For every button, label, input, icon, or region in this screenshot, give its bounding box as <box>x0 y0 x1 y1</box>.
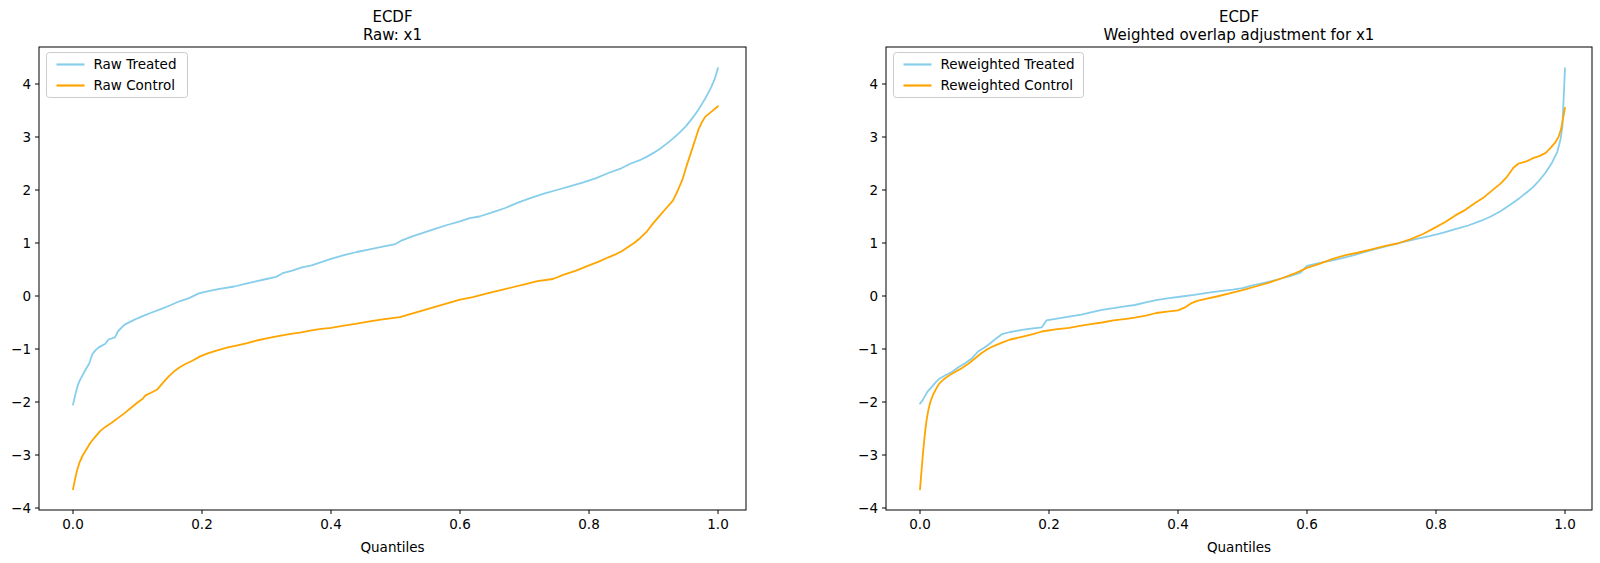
x-tick-label: 0.4 <box>1167 516 1188 532</box>
y-tick-label: −2 <box>11 394 31 410</box>
ecdf-weighted-plot: 0.0 0.2 0.4 0.6 0.8 1.0 −4 −3 −2 −1 0 1 2 3 4 Reweighte… <box>858 8 1592 555</box>
plot-subtitle: Weighted overlap adjustment for x1 <box>1104 26 1375 44</box>
plot-subtitle: Raw: x1 <box>363 26 422 44</box>
y-tick-label: 4 <box>22 76 31 92</box>
x-tick-label: 0.2 <box>1038 516 1059 532</box>
x-tick-label: 0.4 <box>320 516 341 532</box>
ecdf-figure: 0.0 0.2 0.4 0.6 0.8 1.0 −4 −3 −2 −1 0 1 2 3 4 Raw Treat… <box>0 0 1600 563</box>
y-tick-label: 3 <box>869 129 878 145</box>
y-tick-label: −4 <box>11 500 31 516</box>
legend-label-reweighted-control: Reweighted Control <box>941 77 1074 93</box>
x-tick-label: 0.0 <box>62 516 83 532</box>
y-tick-label: −3 <box>11 447 31 463</box>
x-tick-label: 0.8 <box>578 516 599 532</box>
x-tick-label: 0.2 <box>191 516 212 532</box>
legend-label-raw-control: Raw Control <box>94 77 176 93</box>
x-tick-label: 0.8 <box>1425 516 1446 532</box>
y-tick-label: −1 <box>858 341 878 357</box>
x-tick-label: 0.6 <box>1296 516 1317 532</box>
legend-label-reweighted-treated: Reweighted Treated <box>941 56 1075 72</box>
x-axis-label: Quantiles <box>360 539 424 555</box>
y-tick-label: −1 <box>11 341 31 357</box>
ecdf-raw-plot: 0.0 0.2 0.4 0.6 0.8 1.0 −4 −3 −2 −1 0 1 2 3 4 Raw Treat… <box>11 8 746 555</box>
y-tick-label: 1 <box>869 235 878 251</box>
y-tick-label: −4 <box>858 500 878 516</box>
ecdf-figure-canvas: 0.0 0.2 0.4 0.6 0.8 1.0 −4 −3 −2 −1 0 1 2 3 4 Raw Treat… <box>0 0 1600 563</box>
plot-title: ECDF <box>372 8 412 26</box>
axes-frame <box>886 47 1592 510</box>
y-tick-label: 1 <box>22 235 31 251</box>
y-tick-label: −2 <box>858 394 878 410</box>
legend-label-raw-treated: Raw Treated <box>94 56 177 72</box>
x-axis-label: Quantiles <box>1207 539 1271 555</box>
y-tick-label: −3 <box>858 447 878 463</box>
x-tick-label: 1.0 <box>707 516 728 532</box>
y-tick-label: 4 <box>869 76 878 92</box>
y-tick-label: 2 <box>869 182 878 198</box>
x-tick-label: 0.6 <box>449 516 470 532</box>
x-tick-label: 0.0 <box>909 516 930 532</box>
y-tick-label: 3 <box>22 129 31 145</box>
axes-frame <box>39 47 746 510</box>
y-tick-label: 0 <box>22 288 31 304</box>
plot-title: ECDF <box>1219 8 1259 26</box>
y-tick-label: 2 <box>22 182 31 198</box>
y-tick-label: 0 <box>869 288 878 304</box>
x-tick-label: 1.0 <box>1554 516 1575 532</box>
